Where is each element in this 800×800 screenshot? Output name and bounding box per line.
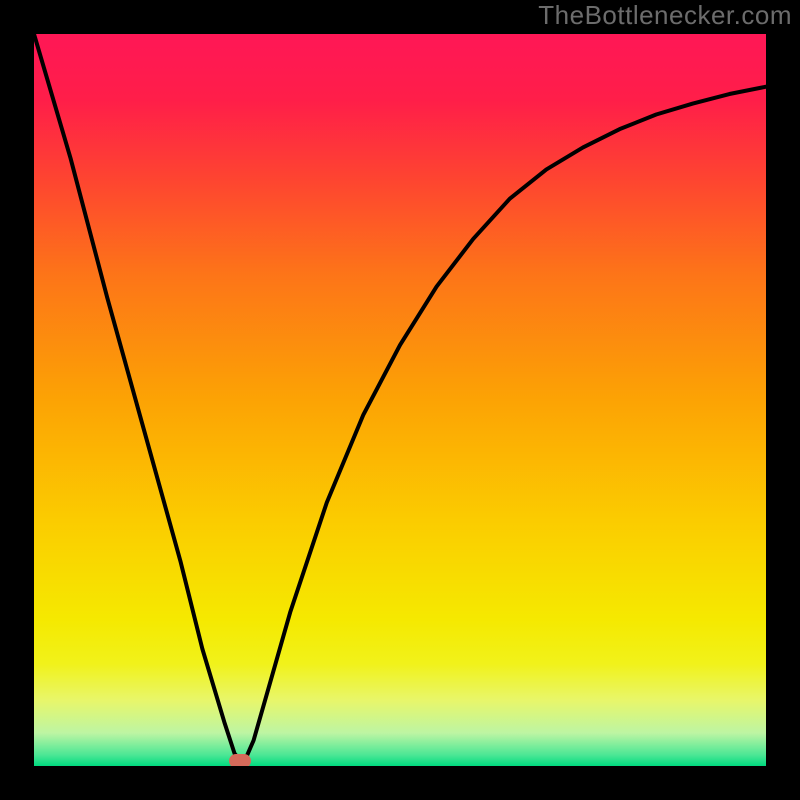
bottleneck-curve xyxy=(34,34,766,761)
plot-outer-frame xyxy=(34,34,766,766)
watermark-text: TheBottlenecker.com xyxy=(538,0,792,31)
minimum-marker xyxy=(229,754,251,766)
bottleneck-chart: TheBottlenecker.com xyxy=(0,0,800,800)
plot-area xyxy=(34,34,766,766)
curve-layer xyxy=(34,34,766,766)
